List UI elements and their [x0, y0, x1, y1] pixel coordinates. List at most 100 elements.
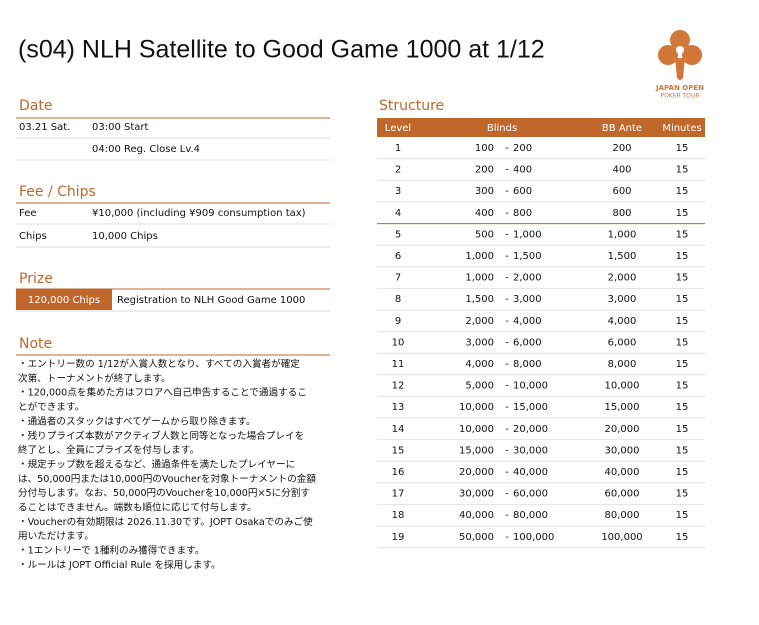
ante: 4,000 — [608, 316, 637, 327]
level: 13 — [392, 402, 405, 413]
big-blind: 20,000 — [513, 424, 548, 435]
level: 17 — [392, 489, 405, 500]
level: 7 — [395, 273, 401, 284]
small-blind: 500 — [475, 229, 494, 240]
big-blind: 800 — [513, 208, 532, 219]
ante: 15,000 — [605, 402, 640, 413]
small-blind: 10,000 — [459, 424, 494, 435]
small-blind: 2,000 — [465, 316, 494, 327]
blind-separator: - — [505, 165, 509, 176]
blind-separator: - — [505, 316, 509, 327]
minutes: 15 — [676, 489, 689, 500]
blind-separator: - — [505, 467, 509, 478]
blind-separator: - — [505, 489, 509, 500]
ante: 3,000 — [608, 294, 637, 305]
level: 3 — [395, 186, 401, 197]
minutes: 15 — [676, 294, 689, 305]
minutes: 15 — [676, 229, 689, 240]
column-header: BB Ante — [602, 123, 642, 134]
fee-value: ¥10,000 (including ¥909 consumption tax) — [92, 208, 306, 219]
big-blind: 8,000 — [513, 359, 542, 370]
minutes: 15 — [676, 532, 689, 543]
minutes: 15 — [676, 510, 689, 521]
section-heading: Prize — [19, 271, 53, 287]
big-blind: 6,000 — [513, 337, 542, 348]
big-blind: 200 — [513, 143, 532, 154]
big-blind: 60,000 — [513, 489, 548, 500]
note-line: とができます。 — [18, 401, 84, 413]
fee-value: 10,000 Chips — [92, 231, 158, 242]
level: 10 — [392, 337, 405, 348]
ante: 200 — [612, 143, 631, 154]
ante: 80,000 — [605, 510, 640, 521]
ante: 40,000 — [605, 467, 640, 478]
small-blind: 100 — [475, 143, 494, 154]
minutes: 15 — [676, 251, 689, 262]
section-heading: Fee / Chips — [19, 184, 96, 200]
small-blind: 50,000 — [459, 532, 494, 543]
note-line: ・通過者のスタックはすべてゲームから取り除きます。 — [18, 415, 256, 427]
level: 18 — [392, 510, 405, 521]
ante: 100,000 — [601, 532, 642, 543]
minutes: 15 — [676, 337, 689, 348]
blind-separator: - — [505, 381, 509, 392]
fee-label: Fee — [19, 208, 37, 219]
big-blind: 4,000 — [513, 316, 542, 327]
note-line: ・ルールは JOPT Official Rule を採用します。 — [18, 559, 221, 571]
ante: 1,500 — [608, 251, 637, 262]
small-blind: 1,000 — [465, 273, 494, 284]
column-header: Blinds — [487, 123, 517, 134]
ante: 600 — [612, 186, 631, 197]
minutes: 15 — [676, 143, 689, 154]
blind-separator: - — [505, 337, 509, 348]
small-blind: 15,000 — [459, 445, 494, 456]
note-line: ・エントリー数の 1/12が入賞人数となり、すべての入賞者が確定 — [18, 358, 300, 370]
minutes: 15 — [676, 424, 689, 435]
level: 11 — [392, 359, 405, 370]
ante: 20,000 — [605, 424, 640, 435]
section-heading: Note — [19, 336, 52, 352]
small-blind: 5,000 — [465, 381, 494, 392]
big-blind: 10,000 — [513, 381, 548, 392]
level: 5 — [395, 229, 401, 240]
title: (s04) NLH Satellite to Good Game 1000 at… — [18, 36, 545, 64]
minutes: 15 — [676, 208, 689, 219]
minutes: 15 — [676, 445, 689, 456]
note-line: は、50,000円または10,000円のVoucherを対象トーナメントの金額 — [18, 473, 316, 485]
small-blind: 1,500 — [465, 294, 494, 305]
blind-separator: - — [505, 510, 509, 521]
date-start: 03:00 Start — [92, 122, 149, 133]
big-blind: 15,000 — [513, 402, 548, 413]
note-line: ・Voucherの有効期限は 2026.11.30です。JOPT Osakaでの… — [18, 516, 313, 528]
prize-box — [16, 289, 112, 310]
note-line: 次第、トーナメントが終了します。 — [18, 372, 171, 384]
logo-text: POKER TOUR — [660, 93, 699, 100]
ante: 400 — [612, 165, 631, 176]
prize-amount: 120,000 Chips — [28, 295, 100, 306]
blind-separator: - — [505, 424, 509, 435]
blind-separator: - — [505, 294, 509, 305]
level: 4 — [395, 208, 401, 219]
level: 19 — [392, 532, 405, 543]
level: 12 — [392, 381, 405, 392]
level: 16 — [392, 467, 405, 478]
big-blind: 1,000 — [513, 229, 542, 240]
note-line: 分付与します。なお、50,000円のVoucherを10,000円×5に分割す — [18, 487, 310, 499]
minutes: 15 — [676, 186, 689, 197]
big-blind: 1,500 — [513, 251, 542, 262]
note-line: ・残りプライズ本数がアクティブ人数と同等となった場合プレイを — [18, 430, 304, 442]
ante: 8,000 — [608, 359, 637, 370]
table-header — [377, 118, 705, 137]
small-blind: 30,000 — [459, 489, 494, 500]
minutes: 15 — [676, 165, 689, 176]
logo-text: JAPAN OPEN — [655, 84, 704, 92]
note-line: 終了とし、全員にプライズを付与します。 — [18, 444, 199, 456]
ante: 30,000 — [605, 445, 640, 456]
small-blind: 3,000 — [465, 337, 494, 348]
logo: JAPAN OPEN POKER TOUR — [655, 30, 704, 100]
level: 2 — [395, 165, 401, 176]
level: 1 — [395, 143, 401, 154]
column-header: Level — [385, 123, 411, 134]
blind-separator: - — [505, 532, 509, 543]
minutes: 15 — [676, 467, 689, 478]
